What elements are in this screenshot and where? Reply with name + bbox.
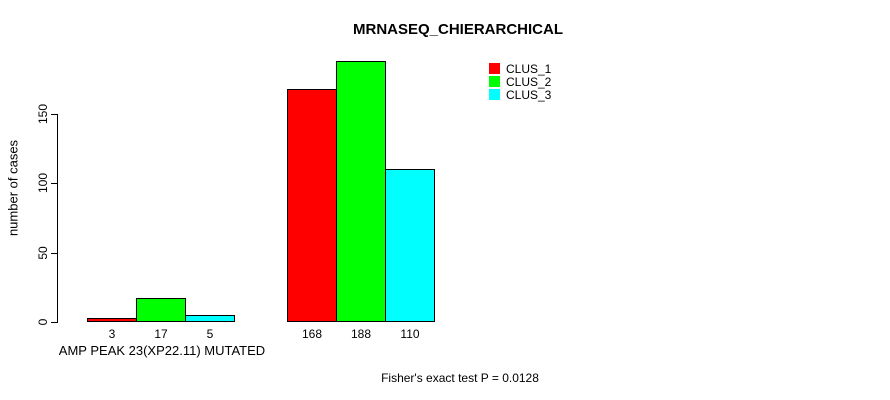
y-tick-mark [51,183,57,184]
bar-CLUS_3 [185,315,235,322]
legend-swatch [489,63,500,74]
y-tick-label: 100 [36,172,50,194]
bar-CLUS_2 [136,298,186,322]
legend-swatch [489,76,500,87]
group-label: AMP PEAK 23(XP22.11) MUTATED [58,343,266,358]
bar-value-label: 3 [108,327,116,341]
bar-value-label: 17 [154,327,168,341]
footer-stat-text: Fisher's exact test P = 0.0128 [381,371,539,385]
legend-row: CLUS_3 [489,87,552,102]
y-tick-label: 50 [36,246,50,260]
y-axis-label: number of cases [5,139,21,237]
legend-label: CLUS_1 [506,61,552,76]
bar-value-label: 188 [350,327,372,341]
legend-label: CLUS_3 [506,87,552,102]
y-tick-label: 0 [36,318,50,326]
legend-row: CLUS_1 [489,61,552,76]
bar-value-label: 168 [301,327,323,341]
legend-row: CLUS_2 [489,74,552,89]
legend-swatch [489,89,500,100]
chart-title: MRNASEQ_CHIERARCHICAL [352,21,564,38]
bar-CLUS_1 [87,318,137,322]
bar-CLUS_2 [336,61,386,322]
bar-value-label: 110 [400,327,420,341]
bar-CLUS_1 [287,89,337,322]
y-tick-mark [51,322,57,323]
bar-value-label: 5 [206,327,214,341]
bar-CLUS_3 [385,169,435,322]
y-tick-mark [51,114,57,115]
legend: CLUS_1 CLUS_2 CLUS_3 [489,61,552,102]
y-axis-line [57,114,58,323]
y-tick-label: 150 [36,103,50,125]
y-tick-mark [51,253,57,254]
legend-label: CLUS_2 [506,74,552,89]
